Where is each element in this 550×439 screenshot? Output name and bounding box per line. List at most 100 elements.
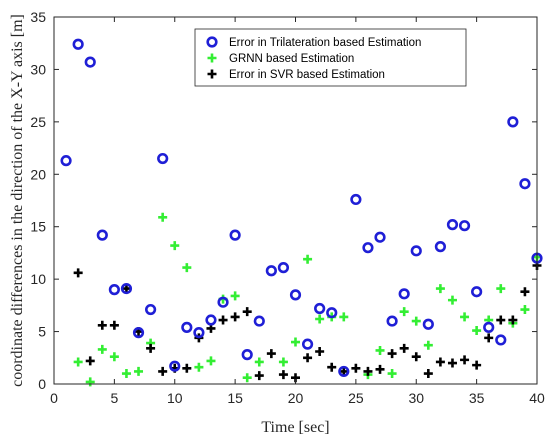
legend-label: GRNN based Estimation <box>229 53 354 65</box>
trilateration-point <box>72 38 84 50</box>
y-tick-label: 25 <box>30 114 46 130</box>
trilateration-point <box>326 307 338 319</box>
trilateration-point <box>350 193 362 206</box>
svr-point <box>303 353 313 363</box>
grnn-point <box>339 312 349 322</box>
trilateration-point <box>434 241 447 253</box>
grnn-point <box>121 369 131 379</box>
grnn-point <box>460 312 470 322</box>
x-tick-label: 10 <box>167 390 183 406</box>
legend-item-grnn: GRNN based Estimation <box>207 53 354 65</box>
grnn-point <box>447 295 457 305</box>
trilateration-point <box>205 314 217 326</box>
x-tick-label: 20 <box>288 390 304 406</box>
grnn-point <box>170 241 180 251</box>
svr-point <box>121 284 131 294</box>
svr-point <box>218 315 228 325</box>
grnn-point <box>423 340 433 350</box>
trilateration-point <box>265 265 277 277</box>
trilateration-point <box>386 315 398 327</box>
trilateration-point <box>338 365 350 378</box>
x-tick-label: 30 <box>408 390 424 406</box>
svr-point <box>97 320 107 330</box>
y-axis-label: coordinate differences in the direction … <box>9 14 26 387</box>
trilateration-point <box>446 219 459 231</box>
legend-label: Error in SVR based Estimation <box>229 69 385 81</box>
trilateration-point <box>84 56 96 68</box>
grnn-point <box>73 357 83 367</box>
grnn-point <box>158 212 168 222</box>
grnn-point <box>97 344 107 354</box>
trilateration-point <box>108 284 120 296</box>
trilateration-point <box>519 178 531 190</box>
trilateration-point <box>277 262 290 274</box>
x-tick-label: 40 <box>529 390 545 406</box>
trilateration-point <box>169 360 181 372</box>
svr-point <box>435 357 445 367</box>
x-tick-label: 35 <box>469 390 485 406</box>
trilateration-point <box>120 282 133 295</box>
legend-marker <box>207 69 217 79</box>
svr-point <box>327 362 337 372</box>
svr-point <box>146 343 156 353</box>
x-tick-label: 5 <box>110 390 118 406</box>
trilateration-point <box>398 288 410 300</box>
grnn-point <box>435 284 445 294</box>
trilateration-point <box>132 327 145 339</box>
grnn-point <box>85 377 95 387</box>
trilateration-point <box>157 152 169 165</box>
legend-item-trilateration: Error in Trilateration based Estimation <box>206 36 421 49</box>
grnn-point <box>182 263 192 273</box>
grnn-point <box>496 284 506 294</box>
svr-point <box>484 333 494 343</box>
grnn-point <box>206 356 216 366</box>
svr-point <box>242 307 252 317</box>
svr-point <box>109 320 119 330</box>
legend: Error in Trilateration based Estimation G… <box>194 28 467 87</box>
x-tick-label: 25 <box>348 390 364 406</box>
grnn-point <box>242 373 252 383</box>
trilateration-point <box>483 321 495 333</box>
legend-marker <box>206 36 218 48</box>
svr-point <box>254 371 264 381</box>
y-tick-label: 10 <box>30 271 46 287</box>
trilateration-point <box>253 315 265 327</box>
trilateration-point <box>60 155 72 167</box>
trilateration-point <box>362 242 374 254</box>
trilateration-point <box>458 220 471 232</box>
y-tick-label: 20 <box>30 166 46 182</box>
grnn-point <box>230 291 240 301</box>
grnn-point <box>109 352 119 362</box>
grnn-point <box>315 314 325 324</box>
trilateration-point <box>217 296 229 308</box>
svr-point <box>363 366 373 376</box>
svr-point <box>266 349 276 359</box>
svr-point <box>278 370 288 380</box>
grnn-point <box>194 362 204 372</box>
grnn-point <box>134 366 144 376</box>
y-axis-ticks: 0 5 10 15 20 25 30 35 <box>30 9 537 392</box>
legend-marker <box>207 53 217 63</box>
grnn-point <box>291 337 300 347</box>
grnn-point <box>254 357 264 367</box>
svr-point <box>158 366 168 376</box>
trilateration-point <box>471 286 483 298</box>
x-tick-label: 0 <box>50 390 58 406</box>
grnn-point <box>303 254 313 264</box>
trilateration-point <box>96 229 108 241</box>
svr-point <box>182 363 192 373</box>
trilateration-point <box>193 327 205 339</box>
svr-point <box>85 356 95 366</box>
svr-point <box>387 349 397 359</box>
grnn-point <box>399 307 409 317</box>
x-axis-ticks: 0 5 10 15 20 25 30 35 40 <box>50 17 545 406</box>
svr-point <box>508 315 518 325</box>
trilateration-point <box>229 229 241 241</box>
data-marks <box>60 38 543 387</box>
legend-label: Error in Trilateration based Estimation <box>229 37 421 49</box>
svr-point <box>423 369 433 379</box>
x-axis-label: Time [sec] <box>261 419 329 436</box>
y-tick-label: 15 <box>30 219 46 235</box>
trilateration-point <box>301 338 314 350</box>
